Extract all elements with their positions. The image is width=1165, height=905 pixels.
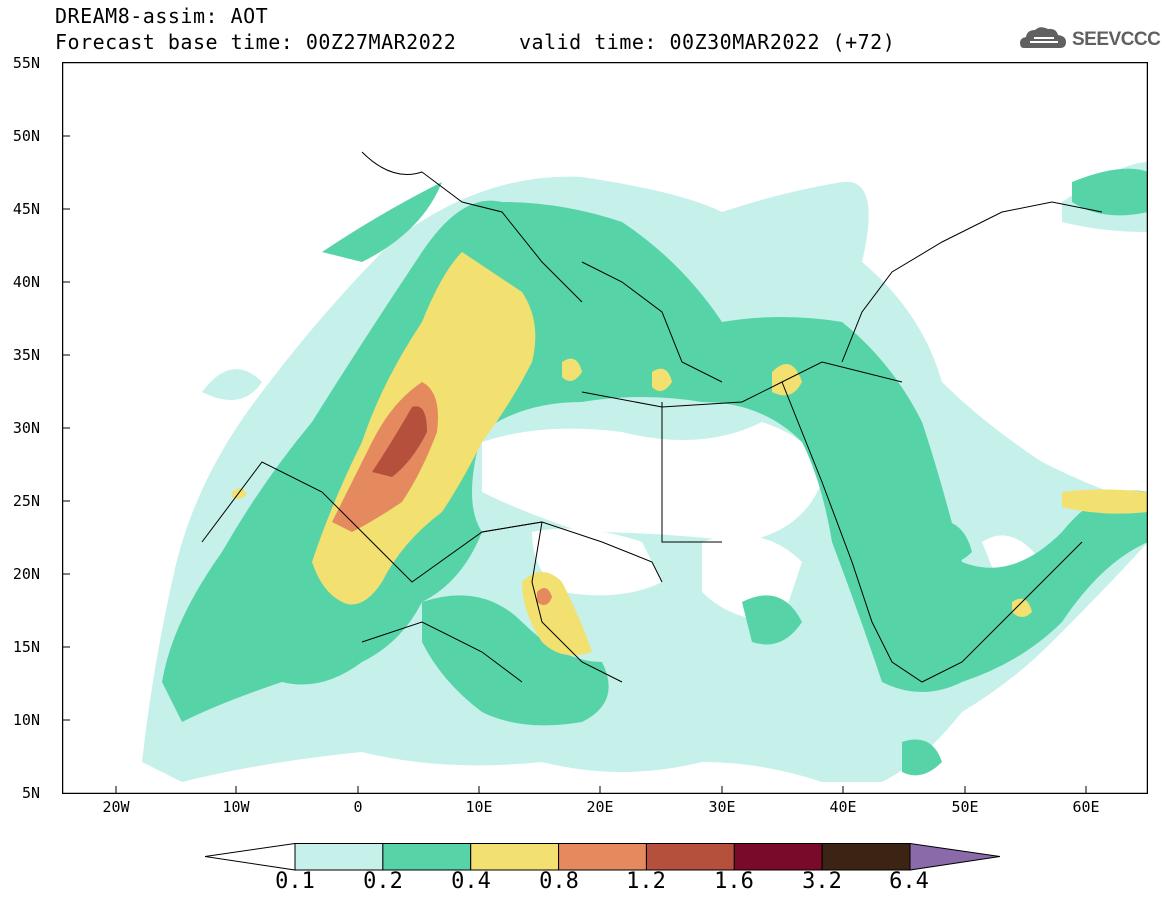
lat-label: 20N [12, 565, 40, 583]
lat-label: 30N [12, 419, 40, 437]
colorbar-cell [733, 843, 823, 871]
chart-title: DREAM8-assim: AOT [55, 4, 269, 28]
lon-label: 10W [222, 798, 250, 816]
colorbar [205, 843, 1000, 871]
colorbar-cell [821, 843, 911, 871]
colorbar-cell [382, 843, 472, 871]
colorbar-label: 0.4 [451, 869, 491, 894]
map-border [62, 62, 1148, 794]
colorbar-label: 3.2 [802, 869, 842, 894]
colorbar-label: 0.8 [539, 869, 579, 894]
colorbar-label: 6.4 [889, 869, 929, 894]
lon-label: 50E [951, 798, 979, 816]
lon-label: 30E [708, 798, 736, 816]
colorbar-label: 0.2 [363, 869, 403, 894]
lon-label: 40E [829, 798, 857, 816]
lon-label: 20W [102, 798, 130, 816]
lat-label: 10N [12, 711, 40, 729]
colorbar-cell [294, 843, 384, 871]
lat-label: 40N [12, 273, 40, 291]
logo-text: SEEVCCC [1072, 29, 1161, 50]
colorbar-low-triangle [205, 843, 296, 871]
lon-label: 20E [586, 798, 614, 816]
lat-label: 55N [12, 54, 40, 72]
lat-label: 45N [12, 200, 40, 218]
lon-label: 10E [465, 798, 493, 816]
colorbar-label: 1.2 [626, 869, 666, 894]
aot-0.2-0.4-field [162, 168, 1148, 776]
lat-label: 25N [12, 492, 40, 510]
country-borders [201, 151, 1103, 683]
colorbar-label: 1.6 [714, 869, 754, 894]
colorbar-high-triangle [909, 843, 1000, 871]
colorbar-cell [470, 843, 560, 871]
lat-label: 15N [12, 638, 40, 656]
lat-label: 35N [12, 346, 40, 364]
lat-label: 50N [12, 127, 40, 145]
aot-1.2-1.6-field [372, 406, 427, 477]
colorbar-label: 0.1 [275, 869, 315, 894]
aot-map [62, 62, 1148, 794]
forecast-time-line: Forecast base time: 00Z27MAR2022 valid t… [55, 30, 896, 54]
colorbar-cell [558, 843, 647, 871]
grid-ticks [62, 135, 1087, 794]
colorbar-cell [645, 843, 735, 871]
cloud-logo-icon [1020, 27, 1066, 48]
lat-label: 5N [21, 784, 40, 802]
lon-label: 0 [353, 798, 363, 816]
lon-label: 60E [1072, 798, 1100, 816]
